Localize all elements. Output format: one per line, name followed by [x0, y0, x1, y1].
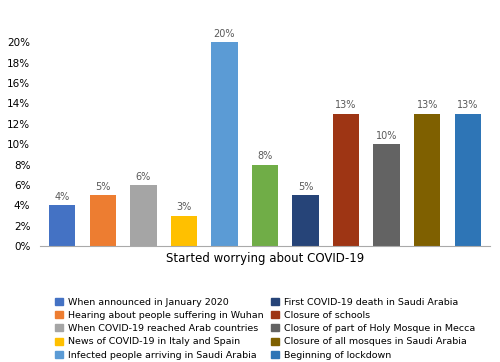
Text: 10%: 10% [376, 131, 398, 141]
Bar [414, 114, 440, 246]
Legend: When announced in January 2020, Hearing about people suffering in Wuhan, When CO: When announced in January 2020, Hearing … [52, 296, 478, 362]
Bar [454, 114, 481, 246]
Text: 8%: 8% [258, 151, 272, 161]
Text: 20%: 20% [214, 29, 235, 39]
Bar [49, 205, 76, 246]
X-axis label: Started worrying about COVID-19: Started worrying about COVID-19 [166, 252, 364, 265]
Bar [252, 165, 278, 246]
Text: 13%: 13% [336, 101, 357, 110]
Bar [170, 215, 197, 246]
Text: 6%: 6% [136, 172, 151, 182]
Text: 13%: 13% [416, 101, 438, 110]
Bar [333, 114, 359, 246]
Text: 13%: 13% [457, 101, 478, 110]
Text: 5%: 5% [298, 182, 313, 192]
Bar [212, 42, 238, 246]
Text: 4%: 4% [54, 192, 70, 202]
Text: 3%: 3% [176, 202, 192, 212]
Bar [292, 195, 318, 246]
Bar [130, 185, 156, 246]
Bar [90, 195, 116, 246]
Text: 5%: 5% [95, 182, 110, 192]
Bar [374, 144, 400, 246]
